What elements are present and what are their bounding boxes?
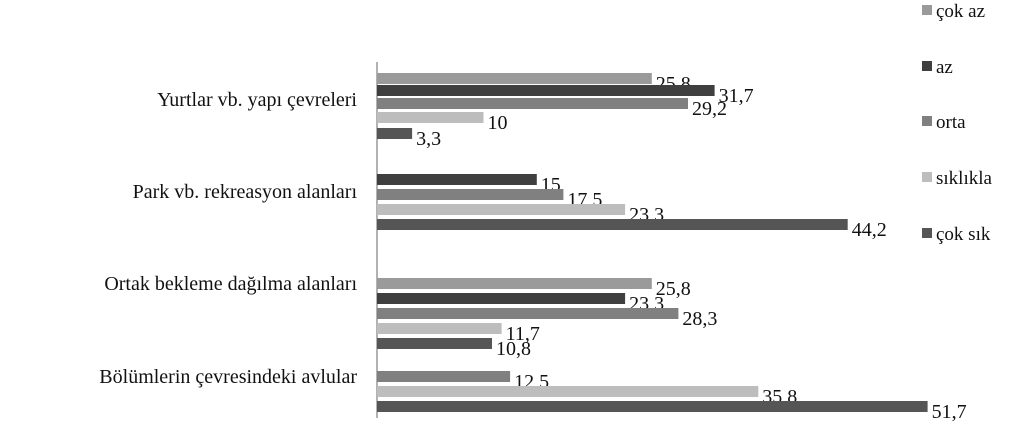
data-label: 44,2 bbox=[852, 219, 887, 241]
category-label: Park vb. rekreasyon alanları bbox=[133, 181, 358, 203]
legend-label: çok sık bbox=[936, 224, 991, 245]
bar-çok-sık-cat2 bbox=[377, 338, 492, 349]
legend-label: sıklıkla bbox=[936, 168, 993, 189]
bar-orta-cat1 bbox=[377, 189, 564, 200]
category-label: Ortak bekleme dağılma alanları bbox=[104, 273, 357, 295]
bar-sıklıkla-cat2 bbox=[377, 323, 502, 334]
bar-çok-az-cat2 bbox=[377, 278, 652, 289]
category-labels: Yurtlar vb. yapı çevreleri Park vb. rekre… bbox=[99, 89, 357, 388]
data-label: 29,2 bbox=[692, 98, 727, 120]
bar-çok-sık-cat0 bbox=[377, 128, 413, 139]
bar-çok-az-cat0 bbox=[377, 73, 652, 84]
bar-sıklıkla-cat3 bbox=[377, 386, 759, 397]
data-label: 31,7 bbox=[719, 85, 754, 107]
bar-çok-sık-cat1 bbox=[377, 219, 848, 230]
bar-orta-cat3 bbox=[377, 371, 511, 382]
category-label: Yurtlar vb. yapı çevreleri bbox=[157, 89, 357, 111]
legend-label: orta bbox=[936, 112, 966, 133]
data-label: 11,7 bbox=[506, 323, 540, 345]
data-label: 51,7 bbox=[932, 401, 967, 423]
legend-swatch bbox=[922, 5, 932, 15]
bar-layer: 25,825,831,71523,329,217,528,312,51023,3… bbox=[377, 73, 967, 423]
data-label: 25,8 bbox=[656, 278, 691, 300]
bar-sıklıkla-cat0 bbox=[377, 112, 484, 123]
data-label: 28,3 bbox=[682, 308, 717, 330]
category-label: Bölümlerin çevresindeki avlular bbox=[99, 366, 357, 388]
legend-swatch bbox=[922, 61, 932, 71]
bar-orta-cat2 bbox=[377, 308, 679, 319]
bar-orta-cat0 bbox=[377, 98, 688, 109]
data-label: 3,3 bbox=[416, 128, 441, 150]
legend-label: az bbox=[936, 57, 953, 78]
bar-az-cat0 bbox=[377, 85, 715, 96]
legend-swatch bbox=[922, 228, 932, 238]
bar-az-cat2 bbox=[377, 293, 626, 304]
data-label: 10,8 bbox=[496, 338, 531, 360]
data-label: 10 bbox=[488, 112, 508, 134]
legend-label: çok az bbox=[936, 1, 985, 22]
bar-sıklıkla-cat1 bbox=[377, 204, 626, 215]
bar-çok-sık-cat3 bbox=[377, 401, 928, 412]
legend-swatch bbox=[922, 172, 932, 182]
legend: çok az az orta sıklıkla çok sık bbox=[922, 1, 993, 245]
legend-swatch bbox=[922, 116, 932, 126]
bar-az-cat1 bbox=[377, 174, 537, 185]
